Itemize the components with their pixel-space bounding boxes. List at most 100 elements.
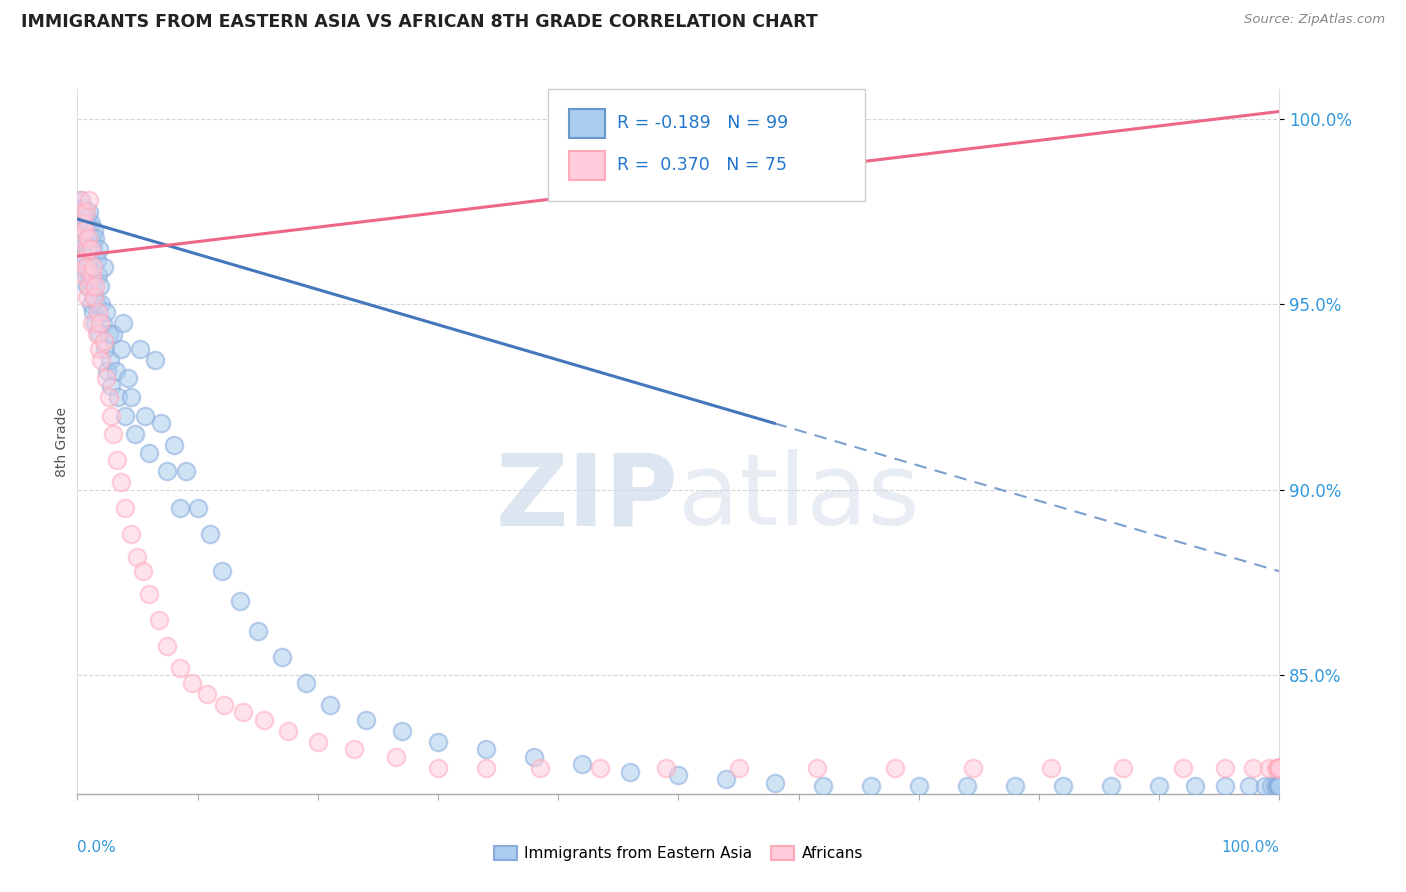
Point <box>70 230 93 244</box>
Point <box>114 409 136 423</box>
Point <box>1265 780 1288 794</box>
Point <box>91 316 114 330</box>
Point <box>716 772 738 786</box>
Point <box>198 527 221 541</box>
Point <box>98 353 121 368</box>
Point <box>253 713 276 727</box>
Point <box>76 242 98 256</box>
Point <box>385 749 408 764</box>
Point <box>475 742 498 756</box>
Point <box>93 334 115 349</box>
Point <box>1112 761 1135 775</box>
Point <box>1268 761 1291 775</box>
Point <box>82 260 104 275</box>
Point <box>1257 761 1279 775</box>
Y-axis label: 8th Grade: 8th Grade <box>55 407 69 476</box>
Point <box>232 706 254 720</box>
Point <box>169 501 191 516</box>
Point <box>246 624 269 638</box>
Point <box>1267 761 1289 775</box>
Point <box>124 427 146 442</box>
Point <box>72 216 94 230</box>
Point <box>83 223 105 237</box>
Text: IMMIGRANTS FROM EASTERN ASIA VS AFRICAN 8TH GRADE CORRELATION CHART: IMMIGRANTS FROM EASTERN ASIA VS AFRICAN … <box>21 13 818 31</box>
Point <box>427 761 450 775</box>
Point <box>1268 761 1291 775</box>
Point <box>1215 780 1237 794</box>
Text: atlas: atlas <box>679 450 920 547</box>
Point <box>73 204 96 219</box>
Point <box>87 304 110 318</box>
Point <box>69 208 91 222</box>
Point <box>72 268 94 282</box>
Point <box>529 761 551 775</box>
Point <box>87 242 110 256</box>
Point <box>89 316 111 330</box>
Point <box>86 297 108 311</box>
Point <box>270 649 292 664</box>
Point <box>87 342 110 356</box>
Point <box>86 326 108 341</box>
Point <box>103 326 125 341</box>
Point <box>75 260 97 275</box>
Point <box>75 204 97 219</box>
Point <box>84 278 107 293</box>
Point <box>1268 761 1291 775</box>
Point <box>96 364 118 378</box>
Point <box>114 501 136 516</box>
Point <box>80 278 103 293</box>
Point <box>138 445 160 459</box>
Point <box>307 735 329 749</box>
Point <box>294 675 316 690</box>
Point <box>1040 761 1063 775</box>
Point <box>77 216 100 230</box>
Point <box>83 290 105 304</box>
Point <box>70 242 93 256</box>
Point <box>82 242 104 256</box>
Point <box>70 230 93 244</box>
Point <box>1268 761 1291 775</box>
Point <box>100 379 122 393</box>
Point <box>668 768 690 782</box>
Point <box>73 223 96 237</box>
Point <box>79 242 101 256</box>
Point <box>1267 780 1289 794</box>
Point <box>132 565 155 579</box>
Point <box>77 230 100 244</box>
Text: R = -0.189   N = 99: R = -0.189 N = 99 <box>617 114 789 132</box>
Point <box>156 639 179 653</box>
Point <box>86 252 108 267</box>
Point <box>70 252 93 267</box>
Point <box>80 268 103 282</box>
Point <box>148 613 170 627</box>
Point <box>73 249 96 263</box>
Point <box>97 390 120 404</box>
Point <box>79 204 101 219</box>
Point <box>1241 761 1264 775</box>
Point <box>105 453 128 467</box>
Point <box>72 201 94 215</box>
Point <box>107 390 129 404</box>
Point <box>156 464 179 478</box>
Point <box>523 749 546 764</box>
Point <box>1254 780 1277 794</box>
Point <box>1184 780 1206 794</box>
Point <box>1268 761 1291 775</box>
Point <box>212 698 235 712</box>
Point <box>127 549 149 564</box>
Point <box>1173 761 1195 775</box>
Point <box>93 260 115 275</box>
Point <box>343 742 366 756</box>
Point <box>75 268 97 282</box>
Point <box>84 230 107 244</box>
Point <box>763 776 786 790</box>
Point <box>655 761 678 775</box>
Point <box>117 371 139 385</box>
Point <box>82 304 104 318</box>
Point <box>70 216 93 230</box>
Point <box>162 438 184 452</box>
Point <box>1004 780 1026 794</box>
Point <box>134 409 156 423</box>
Point <box>1268 761 1291 775</box>
Point <box>174 464 197 478</box>
